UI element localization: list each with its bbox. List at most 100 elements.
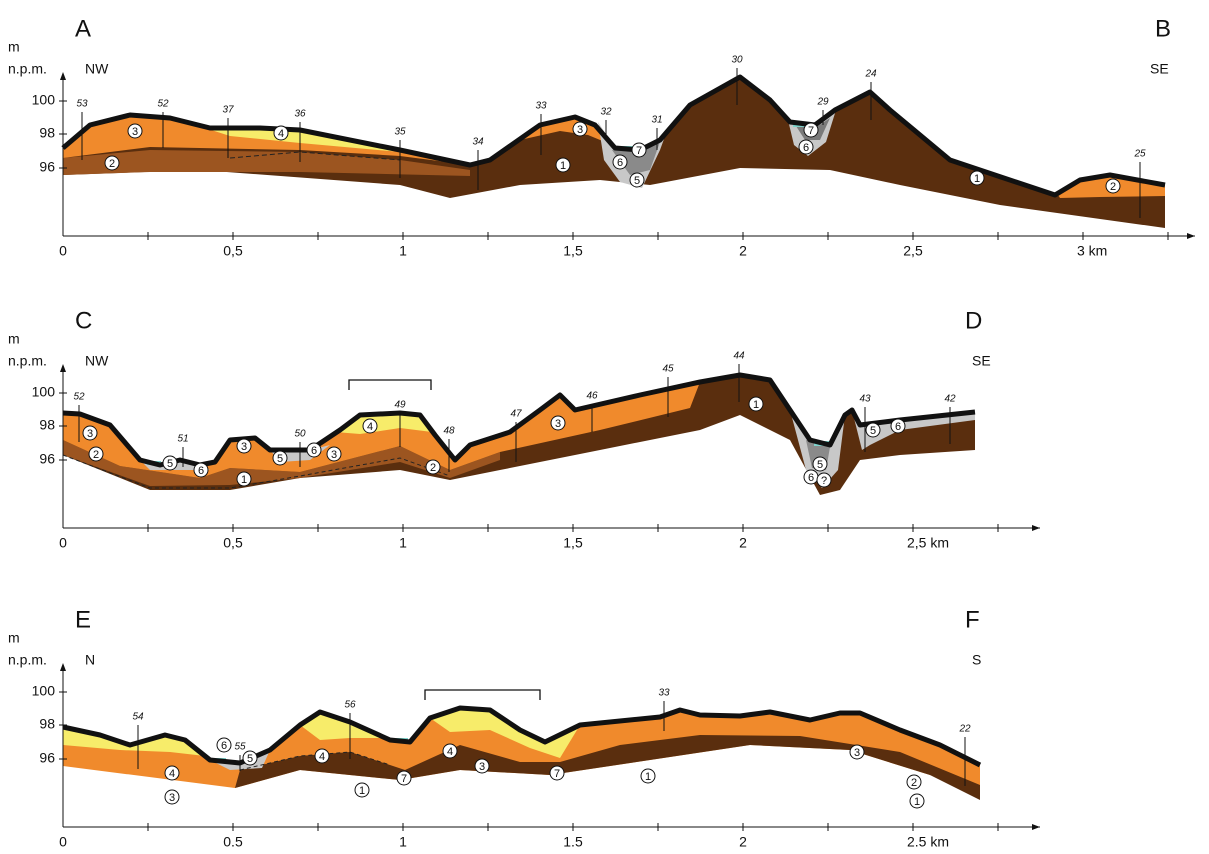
x-axis-arrow — [1032, 525, 1040, 531]
borehole-label: 33 — [658, 688, 670, 699]
layer-label: 1 — [914, 796, 920, 808]
x-axis-arrow — [1187, 233, 1195, 239]
layer-label: 3 — [479, 761, 485, 773]
borehole-label: 51 — [177, 434, 188, 445]
layer-marker — [216, 737, 232, 753]
x-tick-label: 0 — [59, 834, 67, 850]
layer-marker — [164, 789, 180, 805]
layer-marker — [82, 425, 98, 441]
layer-label: 3 — [87, 428, 93, 440]
unit-label: m — [8, 39, 20, 55]
x-tick-label: 1 — [399, 834, 407, 850]
layer-marker — [162, 455, 178, 471]
borehole-label: 34 — [472, 137, 484, 148]
x-tick-label: 2 — [739, 535, 747, 551]
borehole-label: 31 — [651, 115, 662, 126]
layer-label: 6 — [311, 445, 317, 457]
borehole-label: 49 — [394, 400, 406, 411]
layer-label: 4 — [278, 128, 284, 140]
layer-label: 2 — [911, 777, 917, 789]
y-tick-label: 98 — [39, 417, 55, 433]
layer-marker — [906, 774, 922, 790]
section-ab — [61, 74, 1166, 228]
borehole-label: 24 — [864, 69, 877, 80]
datum-label: n.p.m. — [8, 353, 47, 369]
x-tick-label: 3 km — [1077, 243, 1107, 259]
x-tick-label: 2 — [739, 243, 747, 259]
layer-label: 5 — [277, 453, 283, 465]
x-tick-label: 1.5 — [563, 834, 583, 850]
layer-marker — [326, 446, 342, 462]
layer-marker — [442, 743, 458, 759]
layer-marker — [127, 123, 143, 139]
borehole-label: 30 — [731, 55, 743, 66]
layer-marker — [803, 122, 819, 138]
layer-marker — [631, 142, 647, 158]
layer-label: 2 — [430, 462, 436, 474]
layer-label: 3 — [331, 449, 337, 461]
layer-label: 5 — [167, 458, 173, 470]
x-tick-label: 1,5 — [563, 243, 583, 259]
layer-label: 6 — [221, 740, 227, 752]
y-axis-arrow — [60, 663, 66, 671]
layer-marker — [314, 748, 330, 764]
borehole-label: 35 — [394, 127, 406, 138]
borehole-label: 37 — [222, 105, 234, 116]
borehole-label: 42 — [944, 394, 956, 405]
layer-label: 5 — [870, 425, 876, 437]
layer-label: 5 — [817, 459, 823, 471]
layer-marker — [798, 139, 814, 155]
layer-label: 6 — [895, 421, 901, 433]
borehole-label: 36 — [294, 109, 306, 120]
layer-label: 1 — [241, 474, 247, 486]
section-end-label: B — [1155, 15, 1171, 42]
layer-marker — [273, 125, 289, 141]
layer-label: 1 — [974, 173, 980, 185]
section-ef — [62, 689, 982, 800]
x-tick-label: 2 — [739, 834, 747, 850]
layer-label: 5 — [247, 753, 253, 765]
layer-label: 3 — [555, 418, 561, 430]
layer-marker — [396, 770, 412, 786]
borehole-label: 55 — [234, 742, 246, 753]
borehole-label: 46 — [586, 391, 598, 402]
layer-marker — [362, 418, 378, 434]
layer-label: 3 — [241, 441, 247, 453]
x-tick-label: 2,5 km — [907, 535, 949, 551]
layer-marker — [572, 121, 588, 137]
layer-label: 3 — [854, 747, 860, 759]
layer-label: 5 — [634, 175, 640, 187]
layer-label: 2 — [1110, 181, 1116, 193]
layer-marker — [816, 472, 832, 488]
layer-marker — [555, 157, 571, 173]
start-direction: NW — [85, 61, 109, 77]
end-direction: SE — [972, 353, 991, 369]
borehole-label: 33 — [535, 101, 547, 112]
y-tick-label: 100 — [32, 384, 56, 400]
layer-label: 6 — [198, 465, 204, 477]
section-cd — [62, 372, 976, 495]
y-tick-label: 96 — [39, 451, 55, 467]
borehole-label: 52 — [73, 392, 85, 403]
layer-marker — [354, 782, 370, 798]
layer-label: 3 — [132, 126, 138, 138]
layer-marker — [193, 462, 209, 478]
layer-label: 6 — [808, 472, 814, 484]
layer-marker — [164, 765, 180, 781]
layer-label: 3 — [169, 792, 175, 804]
borehole-label: 32 — [600, 107, 612, 118]
layer-marker — [236, 471, 252, 487]
layer-marker — [629, 172, 645, 188]
borehole-label: 48 — [443, 426, 455, 437]
unit-label: m — [8, 630, 20, 646]
layer-marker — [242, 750, 258, 766]
layer-marker — [550, 415, 566, 431]
layer-label: 7 — [554, 768, 560, 780]
borehole-label: 45 — [662, 364, 674, 375]
layer-label: 4 — [319, 751, 325, 763]
borehole-label: 44 — [733, 351, 745, 362]
layer-label: 6 — [803, 142, 809, 154]
section-end-label: D — [965, 307, 982, 334]
layer-label: 6 — [617, 157, 623, 169]
